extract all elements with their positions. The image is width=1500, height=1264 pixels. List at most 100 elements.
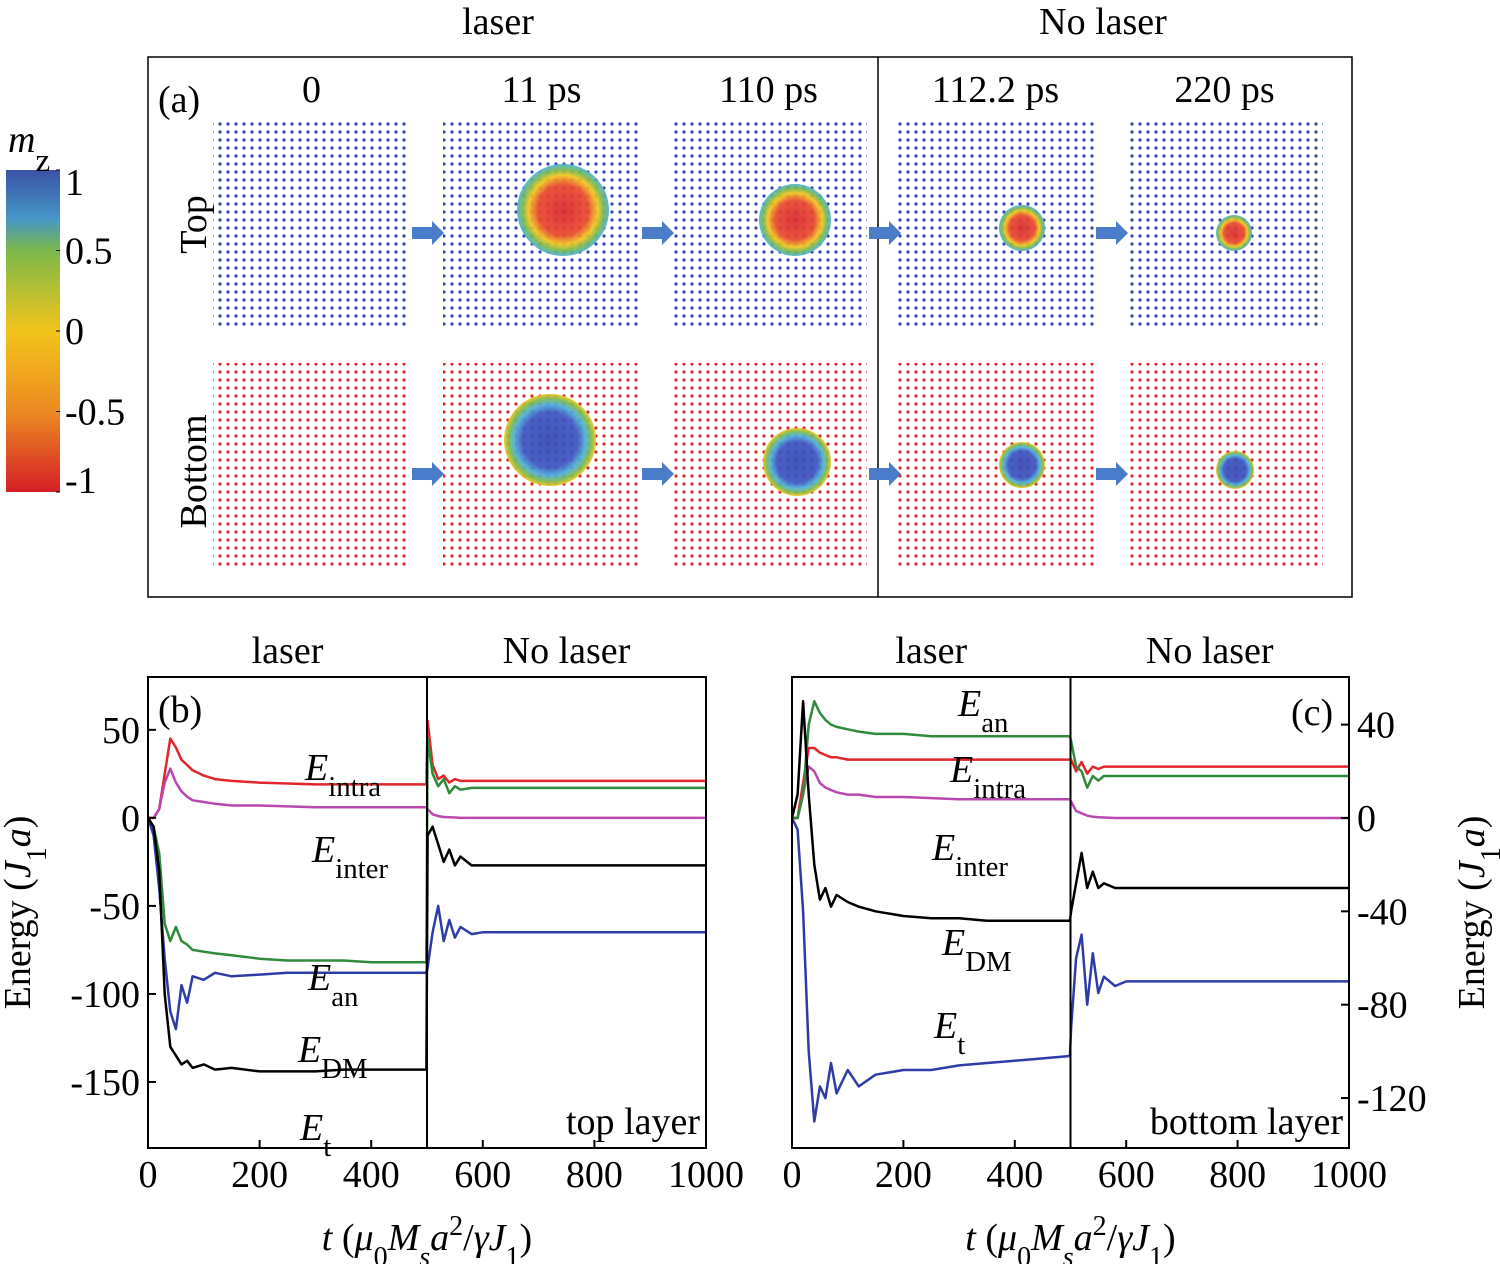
row-label: Top [173, 195, 215, 254]
y-tick-label: -150 [70, 1062, 140, 1104]
skyrmion [999, 205, 1045, 251]
panel-label: (b) [158, 689, 202, 731]
label-part: 2 [1093, 1211, 1107, 1242]
label-part: a [430, 1217, 449, 1259]
skyrmion [759, 184, 831, 256]
section-label: laser [895, 630, 967, 672]
section-label: laser [252, 630, 324, 672]
spin-lattice [213, 122, 410, 327]
series-label: Einter [311, 829, 388, 885]
label-base: E [931, 827, 955, 869]
skyrmion [763, 428, 831, 496]
spin-lattice [897, 363, 1094, 568]
series-line [792, 700, 1349, 922]
frame-title: 112.2 ps [932, 69, 1059, 111]
series-label: EDM [297, 1029, 368, 1085]
series-line [792, 700, 1349, 820]
arrow [642, 221, 674, 245]
label-base: E [941, 922, 965, 964]
skyrmion [504, 394, 596, 486]
label-part: t [965, 1217, 977, 1259]
colorbar [6, 170, 60, 492]
label-part: 1 [1149, 1242, 1163, 1264]
section-label: No laser [1039, 1, 1167, 43]
skyrmion [1216, 451, 1254, 489]
section-label: laser [462, 1, 534, 43]
label-base: E [311, 829, 335, 871]
label-part: a [1451, 828, 1493, 847]
y-tick-label: 0 [1357, 798, 1376, 840]
x-tick-label: 600 [454, 1154, 511, 1196]
frame-title: 110 ps [719, 69, 818, 111]
y-axis-title: Energy (J1a) [0, 816, 53, 1010]
series-label: Einter [931, 827, 1008, 883]
y-tick-label: -80 [1357, 985, 1408, 1027]
label-base: E [304, 747, 328, 789]
arrow [412, 221, 444, 245]
series-label: Eintra [304, 747, 381, 803]
series-label: Eintra [949, 749, 1026, 805]
label-sub: z [35, 142, 50, 179]
label-base: E [949, 749, 973, 791]
label-part: a [1074, 1217, 1093, 1259]
skyrmion [517, 164, 609, 256]
label-part: γJ [474, 1217, 508, 1259]
x-tick-label: 800 [1209, 1154, 1266, 1196]
series-label: Ean [307, 957, 358, 1013]
y-tick-label: -40 [1357, 891, 1408, 933]
label-sub: inter [955, 851, 1008, 883]
series-label: Et [299, 1107, 331, 1163]
layer-label: top layer [566, 1101, 700, 1143]
colorbar-tick-label: -0.5 [65, 392, 125, 434]
y-tick-label: 40 [1357, 705, 1395, 747]
plot-area [148, 719, 706, 1073]
series-line [148, 817, 706, 1031]
label-part: 1 [22, 847, 53, 861]
label-sub: an [331, 981, 358, 1013]
label-part: ( [976, 1217, 998, 1259]
label-part: / [463, 1217, 474, 1259]
x-axis-title: t (μ0Msa2/γJ1) [322, 1211, 532, 1264]
arrow [1096, 462, 1128, 486]
label-sub: DM [321, 1053, 367, 1085]
panel-a: laser No laser (a) 0 11 ps 110 ps 112.2 ps 220 … [6, 1, 1353, 598]
label-base: E [933, 1005, 957, 1047]
y-tick-label: 0 [121, 798, 140, 840]
series-line [148, 817, 706, 1073]
x-tick-label: 400 [986, 1154, 1043, 1196]
series-line [148, 767, 706, 820]
y-tick-label: -100 [70, 974, 140, 1016]
x-tick-label: 1000 [668, 1154, 744, 1196]
x-tick-label: 800 [566, 1154, 623, 1196]
colorbar-label: mz [8, 119, 50, 179]
x-axis-title: t (μ0Msa2/γJ1) [965, 1211, 1175, 1264]
x-tick-label: 200 [875, 1154, 932, 1196]
colorbar-tick-label: 1 [65, 162, 84, 204]
panel-frame [147, 56, 1353, 598]
series-line [148, 737, 706, 964]
skyrmion [1216, 215, 1252, 251]
label-sub: DM [965, 946, 1011, 978]
colorbar-tick-label: -1 [65, 460, 97, 502]
label-part: M [387, 1217, 422, 1259]
section-label: No laser [1146, 630, 1274, 672]
frame-title: 11 ps [502, 69, 582, 111]
x-tick-label: 0 [139, 1154, 158, 1196]
spin-lattice [897, 122, 1094, 327]
x-tick-label: 400 [343, 1154, 400, 1196]
label-part: a [0, 828, 39, 847]
label-part: 0 [374, 1242, 388, 1264]
spin-lattice [213, 363, 410, 568]
series-line [792, 746, 1349, 820]
section-label: No laser [503, 630, 631, 672]
arrow [412, 462, 444, 486]
frame-title: 0 [302, 69, 321, 111]
label-part: M [1030, 1217, 1065, 1259]
label-part: Energy ( [1451, 878, 1493, 1009]
skyrmion [999, 442, 1045, 488]
label-part: Energy ( [0, 878, 39, 1009]
x-tick-label: 600 [1098, 1154, 1155, 1196]
series-line [792, 817, 1349, 1123]
